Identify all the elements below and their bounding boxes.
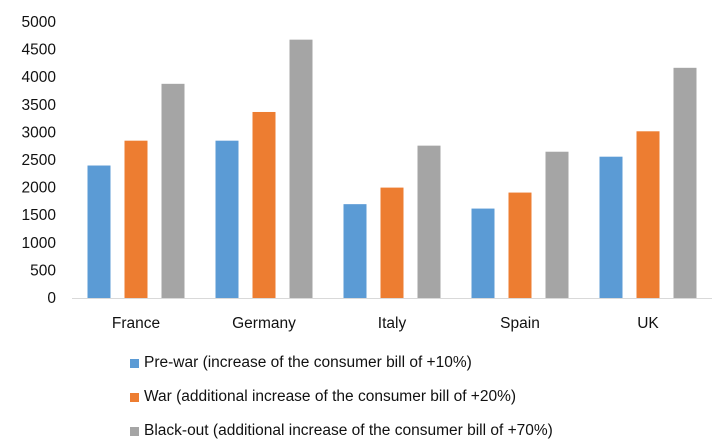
bar-germany-series-2 (289, 39, 313, 298)
bar-germany-series-1 (252, 111, 276, 298)
bar-italy-series-0 (343, 204, 367, 298)
bar-uk-series-0 (599, 156, 623, 298)
legend-label-black-out: Black-out (additional increase of the co… (144, 422, 553, 439)
y-tick-label: 0 (47, 290, 56, 307)
y-tick-label: 2000 (22, 180, 57, 197)
legend-item-war: War (additional increase of the consumer… (130, 380, 553, 414)
y-tick-label: 2500 (22, 152, 57, 169)
bar-france-series-2 (161, 83, 185, 298)
bar-spain-series-2 (545, 151, 569, 298)
legend-label-war: War (additional increase of the consumer… (144, 388, 517, 405)
legend: Pre-war (increase of the consumer bill o… (130, 346, 553, 448)
legend-swatch-black-out (130, 426, 139, 436)
legend-item-pre-war: Pre-war (increase of the consumer bill o… (130, 346, 553, 380)
y-tick-label: 500 (30, 262, 56, 279)
legend-label-pre-war: Pre-war (increase of the consumer bill o… (144, 354, 472, 371)
legend-swatch-pre-war (130, 358, 139, 368)
x-tick-label: UK (637, 315, 659, 332)
x-tick-label: France (112, 315, 160, 332)
y-tick-label: 4500 (22, 42, 57, 59)
bar-uk-series-1 (636, 131, 660, 298)
legend-item-black-out: Black-out (additional increase of the co… (130, 414, 553, 448)
bar-italy-series-2 (417, 145, 441, 298)
x-tick-label: Italy (378, 315, 407, 332)
bar-spain-series-1 (508, 192, 532, 298)
y-tick-label: 4000 (22, 69, 57, 86)
bar-uk-series-2 (673, 67, 697, 298)
x-axis-tick-labels: France Germany Italy Spain UK (112, 315, 660, 332)
y-axis-tick-labels: 0 500 1000 1500 2000 2500 3000 3500 4000 4500 5000 (22, 14, 57, 307)
bar-france-series-1 (124, 140, 148, 298)
bar-france-series-0 (87, 165, 111, 298)
bar-germany-series-0 (215, 140, 239, 298)
x-tick-label: Spain (500, 315, 540, 332)
legend-swatch-war (130, 392, 139, 402)
y-tick-label: 1500 (22, 207, 57, 224)
bar-italy-series-1 (380, 187, 404, 298)
y-tick-label: 3500 (22, 97, 57, 114)
y-tick-label: 5000 (22, 14, 57, 31)
bar-spain-series-0 (471, 208, 495, 298)
y-tick-label: 3000 (22, 124, 57, 141)
y-tick-label: 1000 (22, 235, 57, 252)
x-tick-label: Germany (232, 315, 296, 332)
bars (87, 39, 697, 298)
